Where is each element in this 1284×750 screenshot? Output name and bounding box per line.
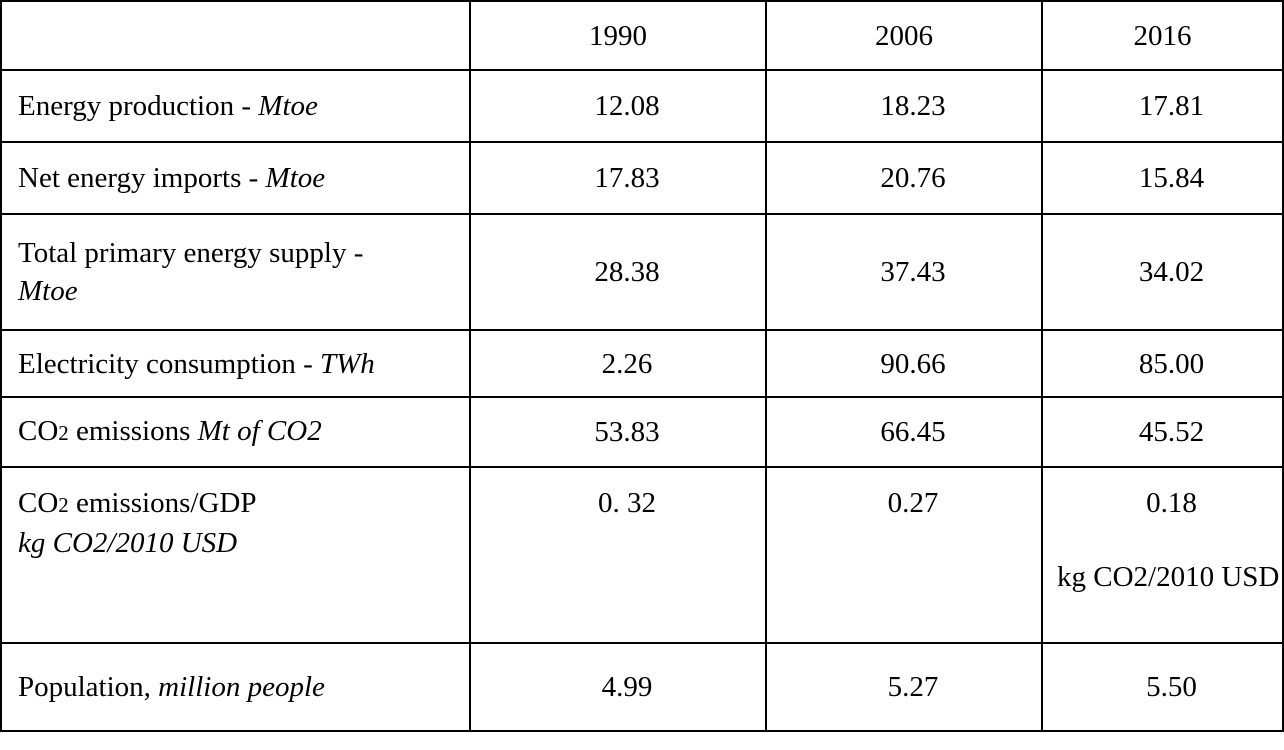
row-unit: Mtoe <box>258 90 318 122</box>
header-cell-2006: 2006 <box>765 0 1043 71</box>
table-row: Energy production - Mtoe 12.08 18.23 17.… <box>0 69 1284 143</box>
value-cell: 0.27 <box>765 466 1043 644</box>
value-cell: 18.23 <box>765 69 1043 143</box>
row-label-net-energy-imports: Net energy imports - Mtoe <box>0 141 471 215</box>
row-label-text: Energy production - <box>18 90 259 122</box>
value-cell: 5.27 <box>765 642 1043 732</box>
row-label-total-primary-energy-supply: Total primary energy supply - Mtoe <box>0 213 471 331</box>
row-label-text: Net energy imports - <box>18 162 266 194</box>
value-cell: 4.99 <box>469 642 767 732</box>
value-cell: 90.66 <box>765 329 1043 398</box>
value-cell: 12.08 <box>469 69 767 143</box>
value-cell: 45.52 <box>1041 396 1284 468</box>
row-label-co2-emissions-gdp: CO2 emissions/GDP kg CO2/2010 USD <box>0 466 471 644</box>
table-row: Electricity consumption - TWh 2.26 90.66… <box>0 329 1284 398</box>
row-label-population: Population, million people <box>0 642 471 732</box>
table-row: Population, million people 4.99 5.27 5.5… <box>0 642 1284 732</box>
header-cell-1990: 1990 <box>469 0 767 71</box>
row-unit: Mtoe <box>265 162 326 194</box>
value-cell: 20.76 <box>765 141 1043 215</box>
table-row: CO2 emissions Mt of CO2 53.83 66.45 45.5… <box>0 396 1284 468</box>
table-row: Total primary energy supply - Mtoe 28.38 … <box>0 213 1284 331</box>
row-unit: Mt of CO2 <box>197 415 322 447</box>
table-header-row: 1990 2006 2016 <box>0 0 1284 71</box>
table-row: CO2 emissions/GDP kg CO2/2010 USD 0. 32 0… <box>0 466 1284 644</box>
value-cell: 0.18 kg CO2/2010 USD <box>1041 466 1284 644</box>
value-cell: 85.00 <box>1041 329 1284 398</box>
row-unit: Mtoe <box>18 275 78 307</box>
value-cell: 66.45 <box>765 396 1043 468</box>
value-cell: 17.83 <box>469 141 767 215</box>
row-label-text: Population, <box>18 671 159 703</box>
row-label-electricity-consumption: Electricity consumption - TWh <box>0 329 471 398</box>
value-cell: 0. 32 <box>469 466 767 644</box>
value-cell: 28.38 <box>469 213 767 331</box>
value-cell: 2.26 <box>469 329 767 398</box>
value-cell: 34.02 <box>1041 213 1284 331</box>
value-cell: 37.43 <box>765 213 1043 331</box>
unit-note: kg CO2/2010 USD <box>1057 561 1280 593</box>
header-cell-empty <box>0 0 471 71</box>
row-label-energy-production: Energy production - Mtoe <box>0 69 471 143</box>
value-cell: 53.83 <box>469 396 767 468</box>
row-label-text: Total primary energy supply - <box>18 237 364 269</box>
energy-indicators-table: 1990 2006 2016 Energy production - Mtoe … <box>0 0 1284 732</box>
value-cell: 17.81 <box>1041 69 1284 143</box>
row-label-text: Electricity consumption - <box>18 347 321 380</box>
table-row: Net energy imports - Mtoe 17.83 20.76 15… <box>0 141 1284 215</box>
row-label-text: CO2 emissions/GDP <box>18 487 257 519</box>
value-cell: 15.84 <box>1041 141 1284 215</box>
row-label-co2-emissions: CO2 emissions Mt of CO2 <box>0 396 471 468</box>
value-cell: 5.50 <box>1041 642 1284 732</box>
header-cell-2016: 2016 <box>1041 0 1284 71</box>
row-unit: million people <box>158 671 325 703</box>
row-label-text: CO2 emissions <box>18 415 198 447</box>
row-unit: kg CO2/2010 USD <box>18 527 238 559</box>
row-unit: TWh <box>320 347 375 380</box>
